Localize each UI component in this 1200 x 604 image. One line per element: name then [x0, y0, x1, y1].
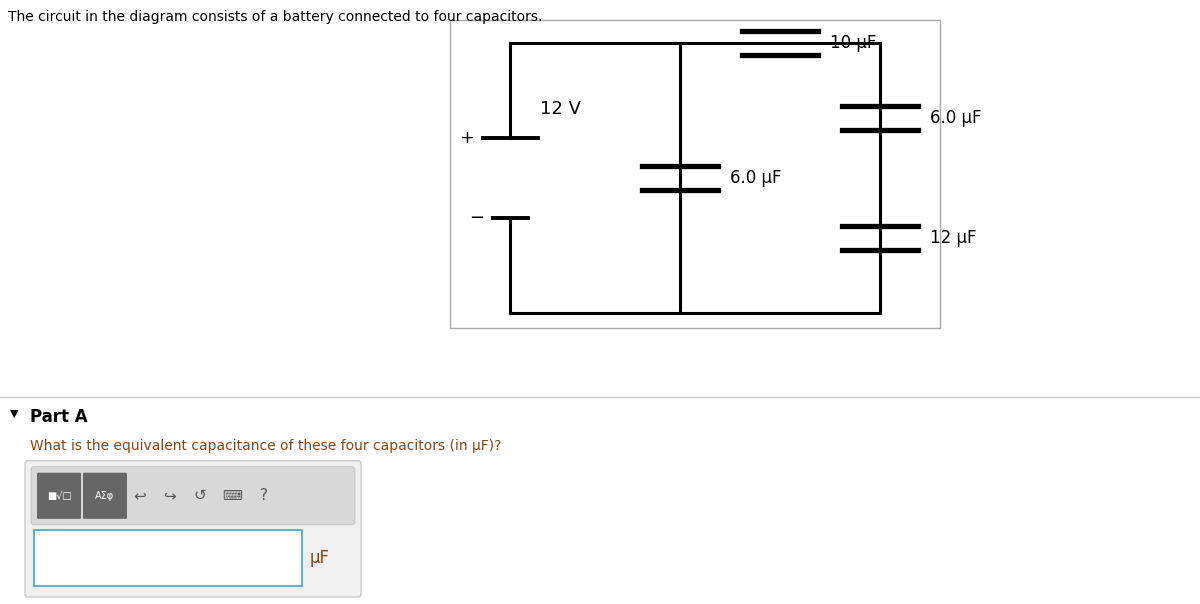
Text: ■√□: ■√□: [47, 491, 71, 501]
Text: ΑΣφ: ΑΣφ: [95, 491, 115, 501]
FancyBboxPatch shape: [31, 467, 355, 525]
FancyBboxPatch shape: [25, 461, 361, 597]
Text: −: −: [469, 210, 485, 227]
FancyBboxPatch shape: [450, 20, 940, 329]
Text: ↺: ↺: [193, 488, 206, 503]
Text: ↪: ↪: [163, 488, 176, 503]
Text: ?: ?: [260, 488, 268, 503]
Text: μF: μF: [310, 549, 330, 567]
Text: The circuit in the diagram consists of a battery connected to four capacitors.: The circuit in the diagram consists of a…: [8, 10, 542, 24]
Text: Part A: Part A: [30, 408, 88, 426]
Text: 12 μF: 12 μF: [930, 230, 977, 247]
Text: 10 μF: 10 μF: [830, 34, 876, 52]
FancyBboxPatch shape: [83, 473, 127, 519]
FancyBboxPatch shape: [37, 473, 82, 519]
Text: ▼: ▼: [10, 408, 18, 419]
Text: What is the equivalent capacitance of these four capacitors (in μF)?: What is the equivalent capacitance of th…: [30, 439, 502, 452]
FancyBboxPatch shape: [34, 530, 302, 586]
Text: 12 V: 12 V: [540, 100, 581, 118]
Text: +: +: [460, 129, 474, 147]
Text: ↩: ↩: [133, 488, 146, 503]
Text: 6.0 μF: 6.0 μF: [730, 169, 781, 187]
Text: 6.0 μF: 6.0 μF: [930, 109, 982, 127]
Text: ⌨: ⌨: [222, 489, 242, 503]
